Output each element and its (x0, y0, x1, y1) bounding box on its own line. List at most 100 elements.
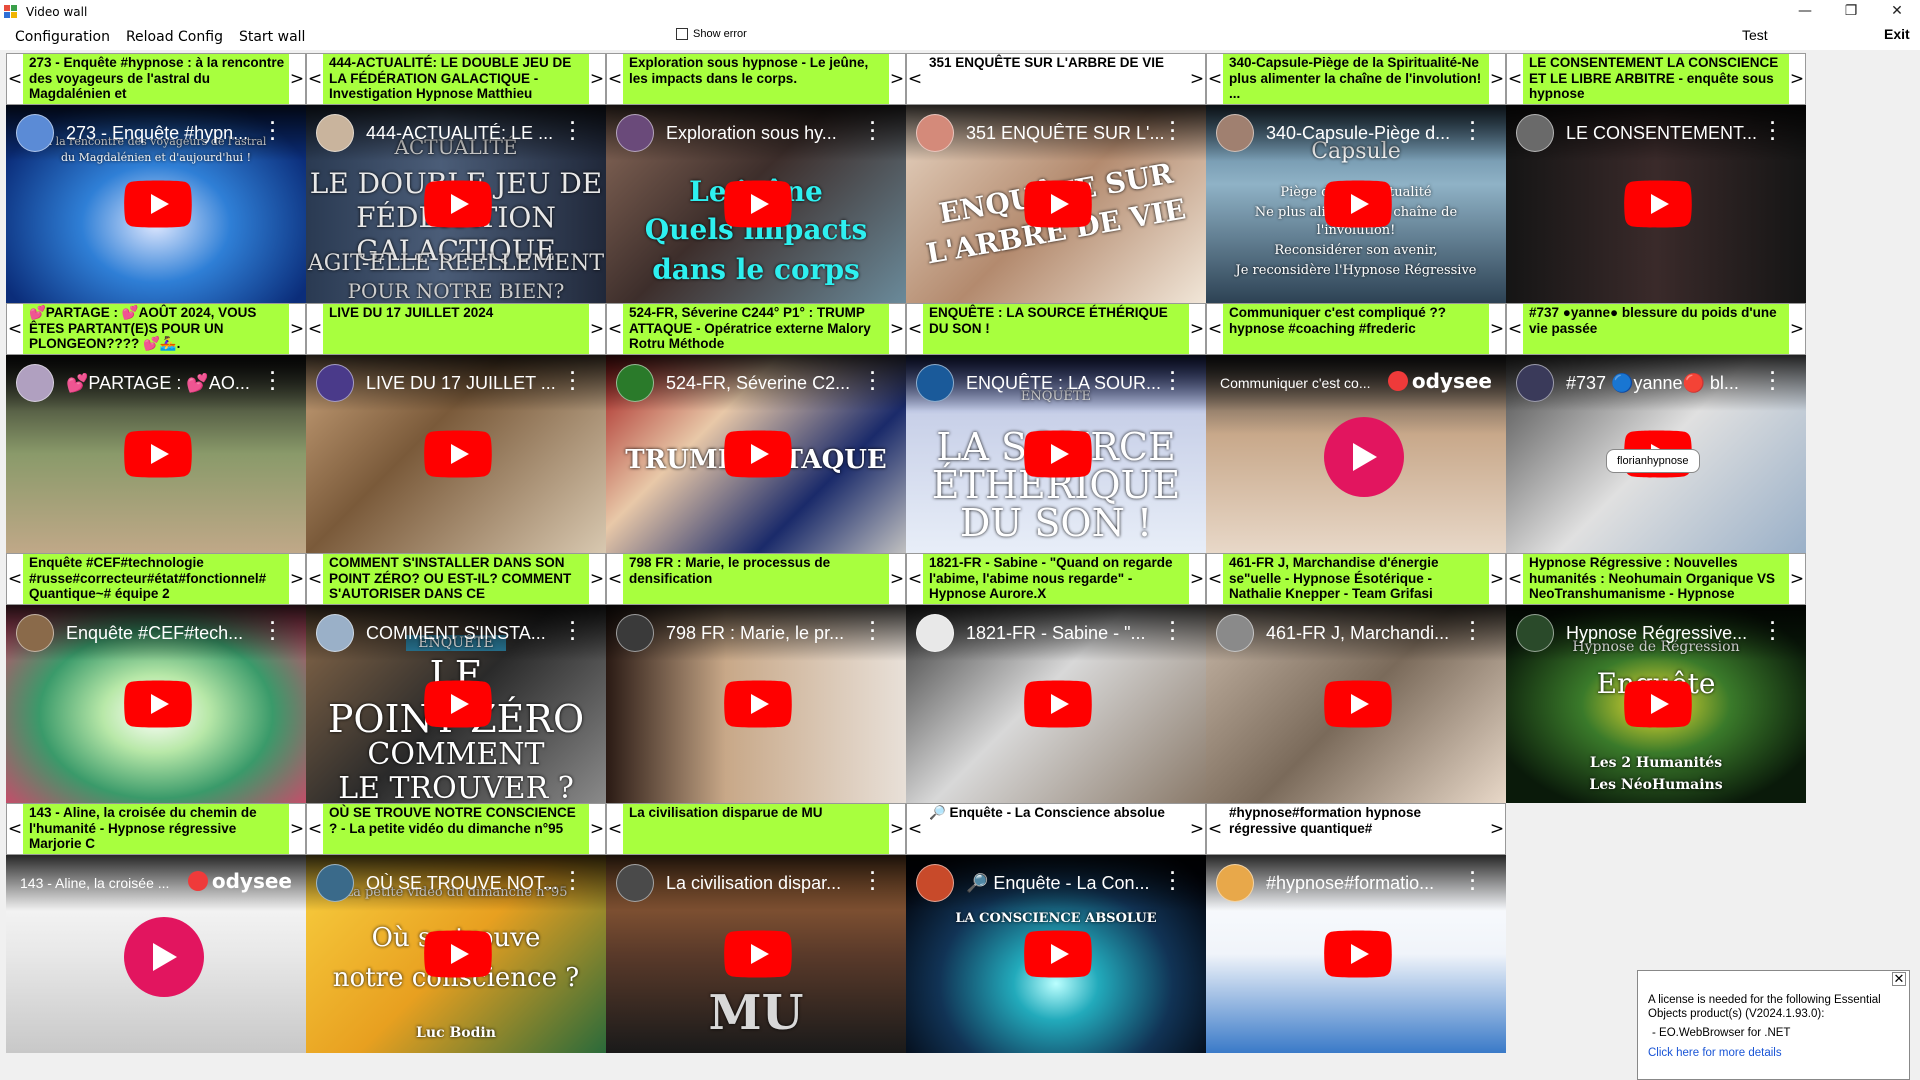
play-button-icon[interactable] (724, 930, 792, 978)
more-options-icon[interactable]: · · · (570, 363, 576, 399)
video-header-title[interactable]: Enquête #CEF#tech... (66, 622, 244, 643)
channel-avatar[interactable] (616, 864, 654, 902)
play-button-icon[interactable] (124, 917, 204, 997)
video-player[interactable]: Hypnose de RégressionEnquêteLes 2 Humani… (1506, 605, 1806, 803)
next-video-button[interactable]: > (889, 304, 905, 354)
prev-video-button[interactable]: < (907, 304, 923, 354)
next-video-button[interactable]: > (1189, 54, 1205, 104)
channel-avatar[interactable] (1216, 614, 1254, 652)
prev-video-button[interactable]: < (1207, 54, 1223, 104)
channel-avatar[interactable] (316, 864, 354, 902)
next-video-button[interactable]: > (1189, 804, 1205, 854)
channel-avatar[interactable] (916, 114, 954, 152)
next-video-button[interactable]: > (589, 54, 605, 104)
video-header-title[interactable]: LE CONSENTEMENT... (1566, 122, 1758, 143)
more-options-icon[interactable]: · · · (870, 863, 876, 899)
checkbox-box[interactable] (676, 28, 688, 40)
video-player[interactable]: LIVE DU 17 JUILLET ... · · · (306, 355, 606, 553)
more-options-icon[interactable]: · · · (870, 613, 876, 649)
video-header-title[interactable]: La civilisation dispar... (666, 872, 842, 893)
video-header-title[interactable]: 798 FR : Marie, le pr... (666, 622, 845, 643)
channel-avatar[interactable] (916, 864, 954, 902)
video-header-title[interactable]: Exploration sous hy... (666, 122, 837, 143)
prev-video-button[interactable]: < (907, 554, 923, 604)
video-player[interactable]: La petite vidéo du dimanche n°95Où se tr… (306, 855, 606, 1053)
prev-video-button[interactable]: < (1507, 554, 1523, 604)
prev-video-button[interactable]: < (607, 554, 623, 604)
play-button-icon[interactable] (124, 430, 192, 478)
video-header-title[interactable]: 💕PARTAGE : 💕AO... (66, 372, 250, 393)
prev-video-button[interactable]: < (607, 304, 623, 354)
next-video-button[interactable]: > (1189, 304, 1205, 354)
channel-avatar[interactable] (316, 614, 354, 652)
video-header-title[interactable]: 1821-FR - Sabine - "... (966, 622, 1146, 643)
prev-video-button[interactable]: < (607, 54, 623, 104)
channel-avatar[interactable] (616, 364, 654, 402)
next-video-button[interactable]: > (289, 554, 305, 604)
video-header-title[interactable]: ENQUÊTE : LA SOUR... (966, 372, 1162, 393)
more-options-icon[interactable]: · · · (570, 863, 576, 899)
next-video-button[interactable]: > (1489, 304, 1505, 354)
next-video-button[interactable]: > (1489, 554, 1505, 604)
channel-avatar[interactable] (916, 364, 954, 402)
channel-avatar[interactable] (16, 364, 54, 402)
video-player[interactable]: ENQUÊTE SUR L'ARBRE DE VIE 351 ENQUÊTE SU… (906, 105, 1206, 303)
more-options-icon[interactable]: · · · (570, 613, 576, 649)
video-player[interactable]: 143 - Aline, la croisée ... odysee (6, 855, 306, 1053)
play-button-icon[interactable] (1324, 180, 1392, 228)
video-player[interactable]: Communiquer c'est co... odysee (1206, 355, 1506, 553)
play-button-icon[interactable] (1624, 180, 1692, 228)
more-options-icon[interactable]: · · · (1470, 613, 1476, 649)
prev-video-button[interactable]: < (1507, 54, 1523, 104)
menu-test[interactable]: Test (1742, 27, 1768, 43)
next-video-button[interactable]: > (589, 554, 605, 604)
play-button-icon[interactable] (424, 430, 492, 478)
menu-reload-config[interactable]: Reload Config (125, 29, 223, 45)
channel-avatar[interactable] (916, 614, 954, 652)
video-player[interactable]: TRUMP ATTAQUE 524-FR, Séverine C2... · · · (606, 355, 906, 553)
video-header-title[interactable]: 461-FR J, Marchandi... (1266, 622, 1450, 643)
video-player[interactable]: MU La civilisation dispar... · · · (606, 855, 906, 1053)
prev-video-button[interactable]: < (307, 54, 323, 104)
prev-video-button[interactable]: < (7, 554, 23, 604)
prev-video-button[interactable]: < (1507, 304, 1523, 354)
channel-avatar[interactable] (16, 614, 54, 652)
video-player[interactable]: 461-FR J, Marchandi... · · · (1206, 605, 1506, 803)
next-video-button[interactable]: > (1489, 54, 1505, 104)
more-options-icon[interactable]: · · · (870, 363, 876, 399)
next-video-button[interactable]: > (889, 804, 905, 854)
more-options-icon[interactable]: · · · (1770, 613, 1776, 649)
play-button-icon[interactable] (724, 680, 792, 728)
next-video-button[interactable]: > (1789, 54, 1805, 104)
more-options-icon[interactable]: · · · (270, 113, 276, 149)
video-player[interactable]: LA CONSCIENCE ABSOLUE 🔎 Enquête - La Con… (906, 855, 1206, 1053)
play-button-icon[interactable] (124, 680, 192, 728)
play-button-icon[interactable] (1324, 680, 1392, 728)
video-header-title[interactable]: 444-ACTUALITÉ: LE ... (366, 122, 554, 143)
more-options-icon[interactable]: · · · (1770, 363, 1776, 399)
next-video-button[interactable]: > (1189, 554, 1205, 604)
play-button-icon[interactable] (1624, 680, 1692, 728)
channel-avatar[interactable] (1216, 114, 1254, 152)
next-video-button[interactable]: > (289, 304, 305, 354)
video-header-title[interactable]: LIVE DU 17 JUILLET ... (366, 372, 556, 393)
prev-video-button[interactable]: < (7, 804, 23, 854)
video-header-title[interactable]: Hypnose Régressive... (1566, 622, 1748, 643)
channel-avatar[interactable] (616, 614, 654, 652)
channel-avatar[interactable] (1216, 864, 1254, 902)
prev-video-button[interactable]: < (1207, 554, 1223, 604)
more-options-icon[interactable]: · · · (570, 113, 576, 149)
maximize-button[interactable]: ❐ (1844, 3, 1858, 19)
video-player[interactable]: 1821-FR - Sabine - "... · · · (906, 605, 1206, 803)
menu-start-wall[interactable]: Start wall (238, 29, 306, 45)
more-options-icon[interactable]: · · · (870, 113, 876, 149)
next-video-button[interactable]: > (889, 554, 905, 604)
channel-avatar[interactable] (1516, 114, 1554, 152)
video-header-title[interactable]: #737 🔵yanne🔴 bl... (1566, 372, 1739, 393)
prev-video-button[interactable]: < (307, 304, 323, 354)
